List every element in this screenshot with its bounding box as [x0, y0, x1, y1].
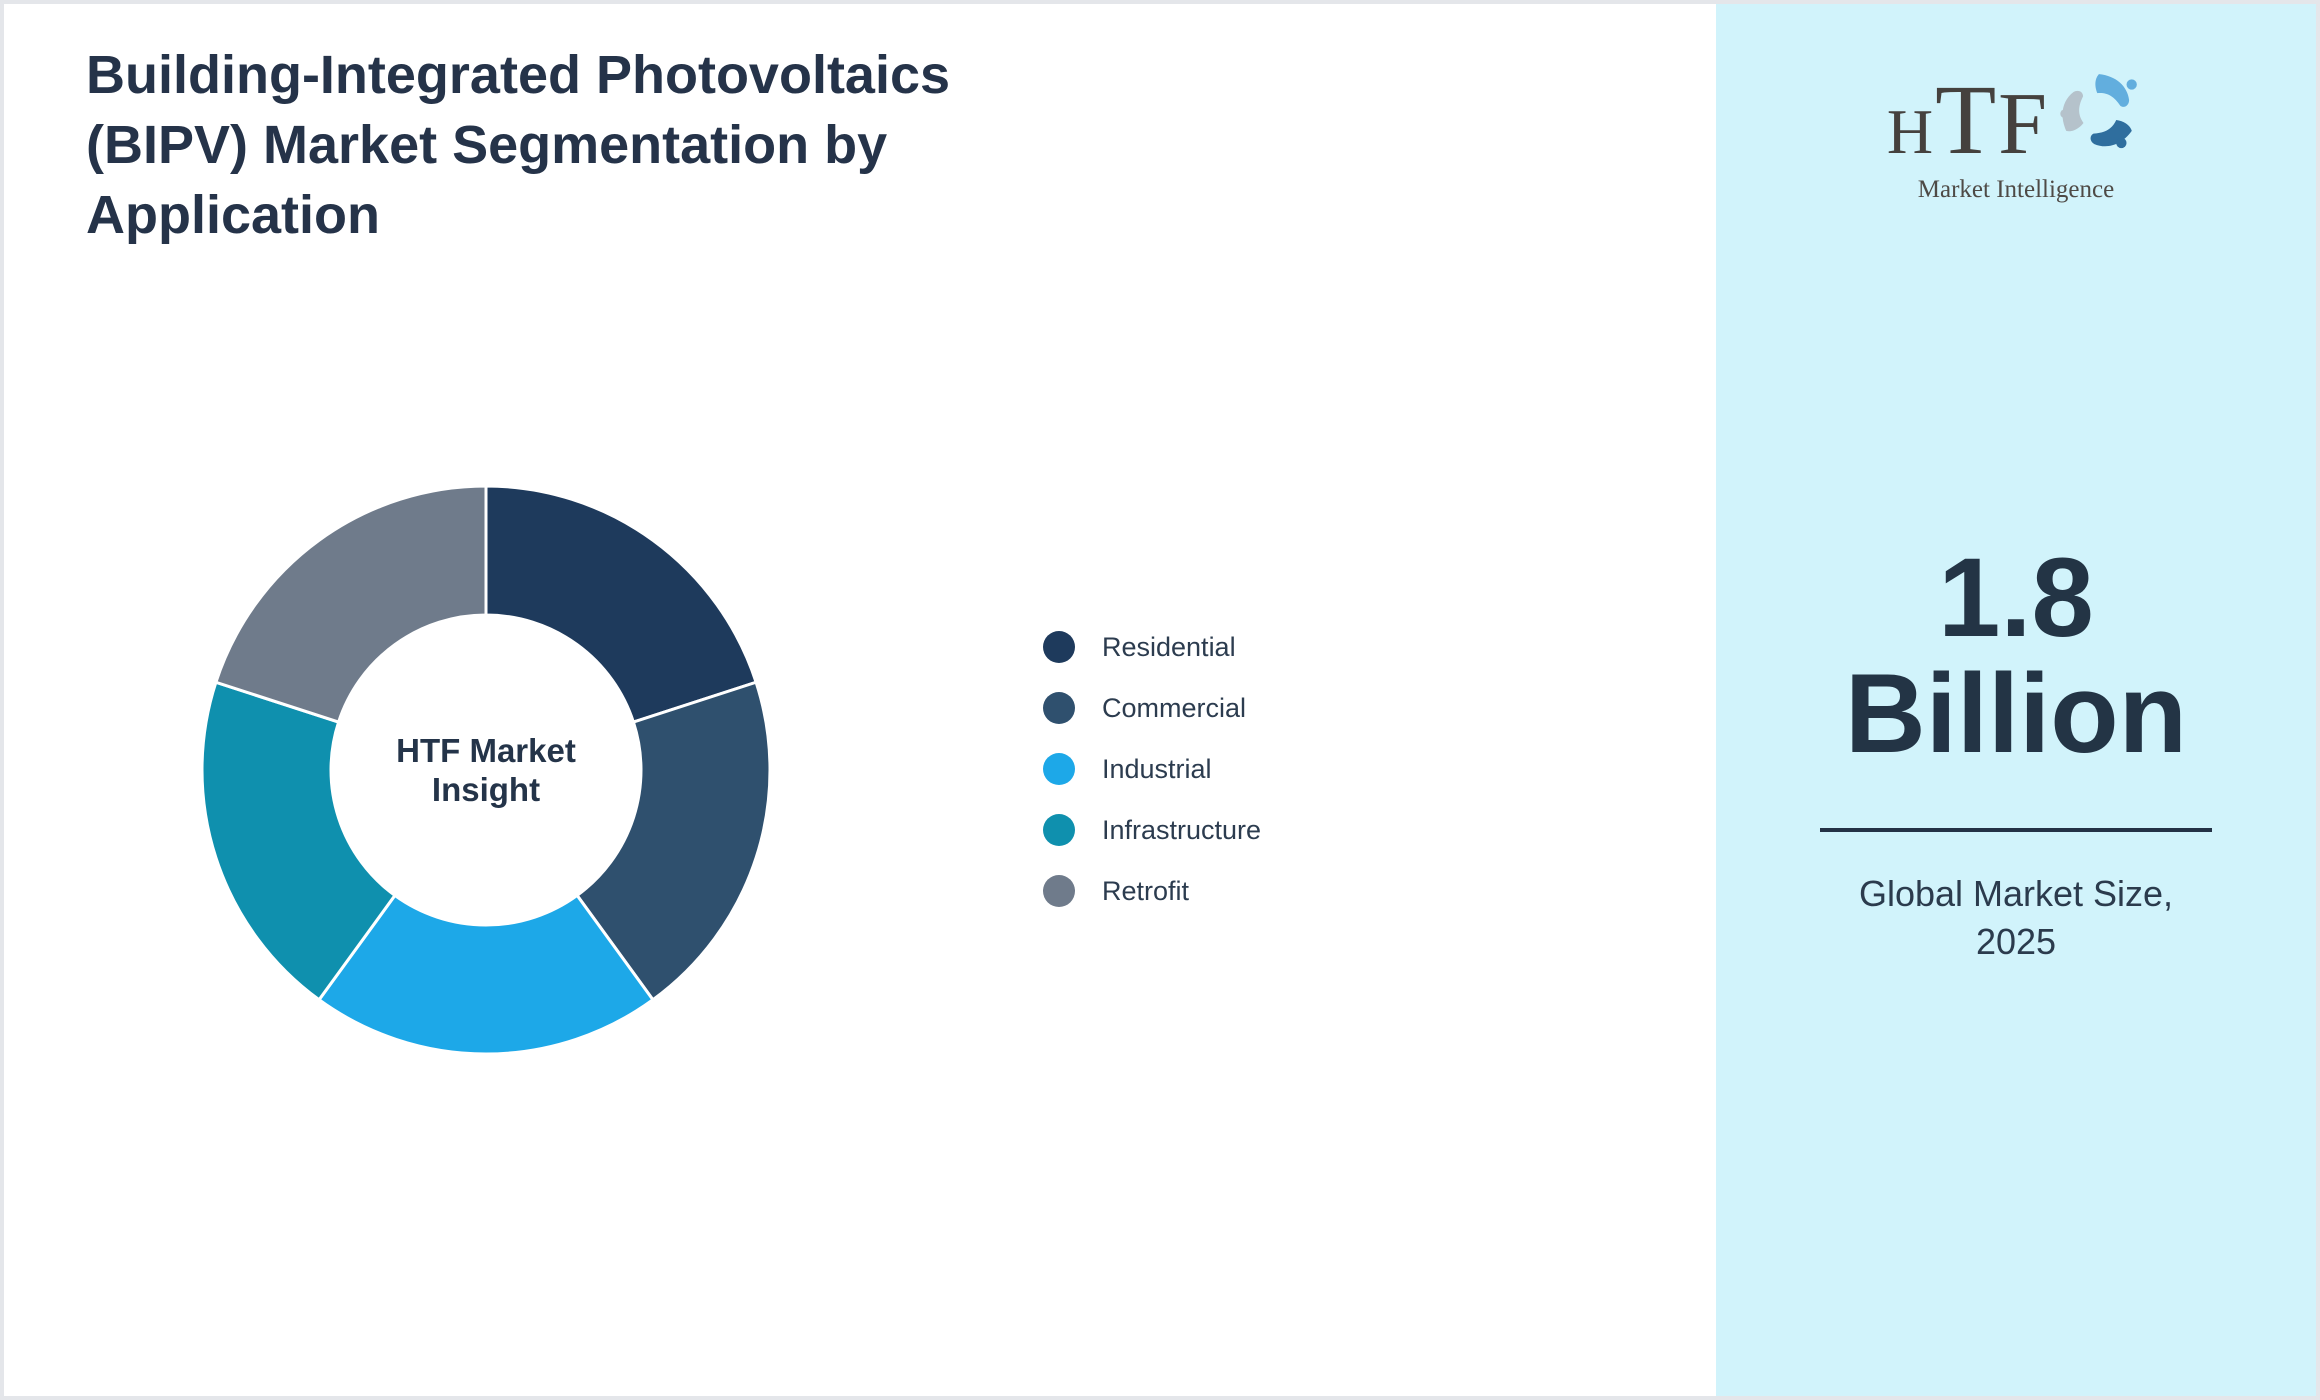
donut-center-label: HTF Market Insight: [396, 732, 576, 808]
brand-logo: HTF Market In: [1716, 70, 2316, 204]
legend-item-industrial: Industrial: [1043, 753, 1261, 785]
market-size-value: 1.8: [1938, 535, 2094, 660]
legend-item-infrastructure: Infrastructure: [1043, 814, 1261, 846]
donut-segment-industrial: [316, 893, 656, 1056]
caption-line-1: Global Market Size,: [1858, 873, 2174, 914]
donut-chart-svg: [200, 484, 772, 1056]
logo-swirl-icon: [2060, 74, 2137, 149]
market-size-unit: Billion: [1844, 651, 2188, 776]
donut-segment-commercial: [575, 680, 772, 1002]
legend-label: Commercial: [1102, 692, 1247, 723]
legend-item-commercial: Commercial: [1043, 692, 1261, 724]
legend-item-retrofit: Retrofit: [1043, 875, 1261, 907]
legend-swatch-icon: [1043, 875, 1075, 907]
logo-subtitle: Market Intelligence: [1917, 176, 2115, 203]
donut-segment-residential: [484, 484, 758, 724]
chart-title: Building-Integrated Photovoltaics (BIPV)…: [86, 45, 951, 245]
legend-item-residential: Residential: [1043, 631, 1261, 663]
legend-swatch-icon: [1043, 814, 1075, 846]
legend-label: Retrofit: [1102, 875, 1190, 906]
caption-line-2: 2025: [1975, 921, 2057, 962]
legend: Residential Commercial Industrial Infrastru…: [1043, 631, 1261, 907]
logo-wordmark: HTF: [1886, 64, 2050, 175]
logo-row: HTF: [1887, 70, 2145, 170]
legend-swatch-icon: [1043, 753, 1075, 785]
divider-line: [1820, 828, 2212, 832]
legend-swatch-icon: [1043, 631, 1075, 663]
legend-label: Residential: [1102, 631, 1236, 662]
donut-chart: HTF Market Insight: [186, 470, 786, 1070]
market-size-caption: Global Market Size, 2025: [1716, 870, 2316, 966]
donut-segment-infrastructure: [200, 680, 397, 1002]
legend-label: Industrial: [1102, 753, 1212, 784]
legend-swatch-icon: [1043, 692, 1075, 724]
donut-segment-retrofit: [214, 484, 488, 724]
sidebar: HTF Market In: [1716, 4, 2316, 1396]
legend-label: Infrastructure: [1102, 814, 1262, 845]
market-size-block: 1.8 Billion: [1716, 540, 2316, 772]
